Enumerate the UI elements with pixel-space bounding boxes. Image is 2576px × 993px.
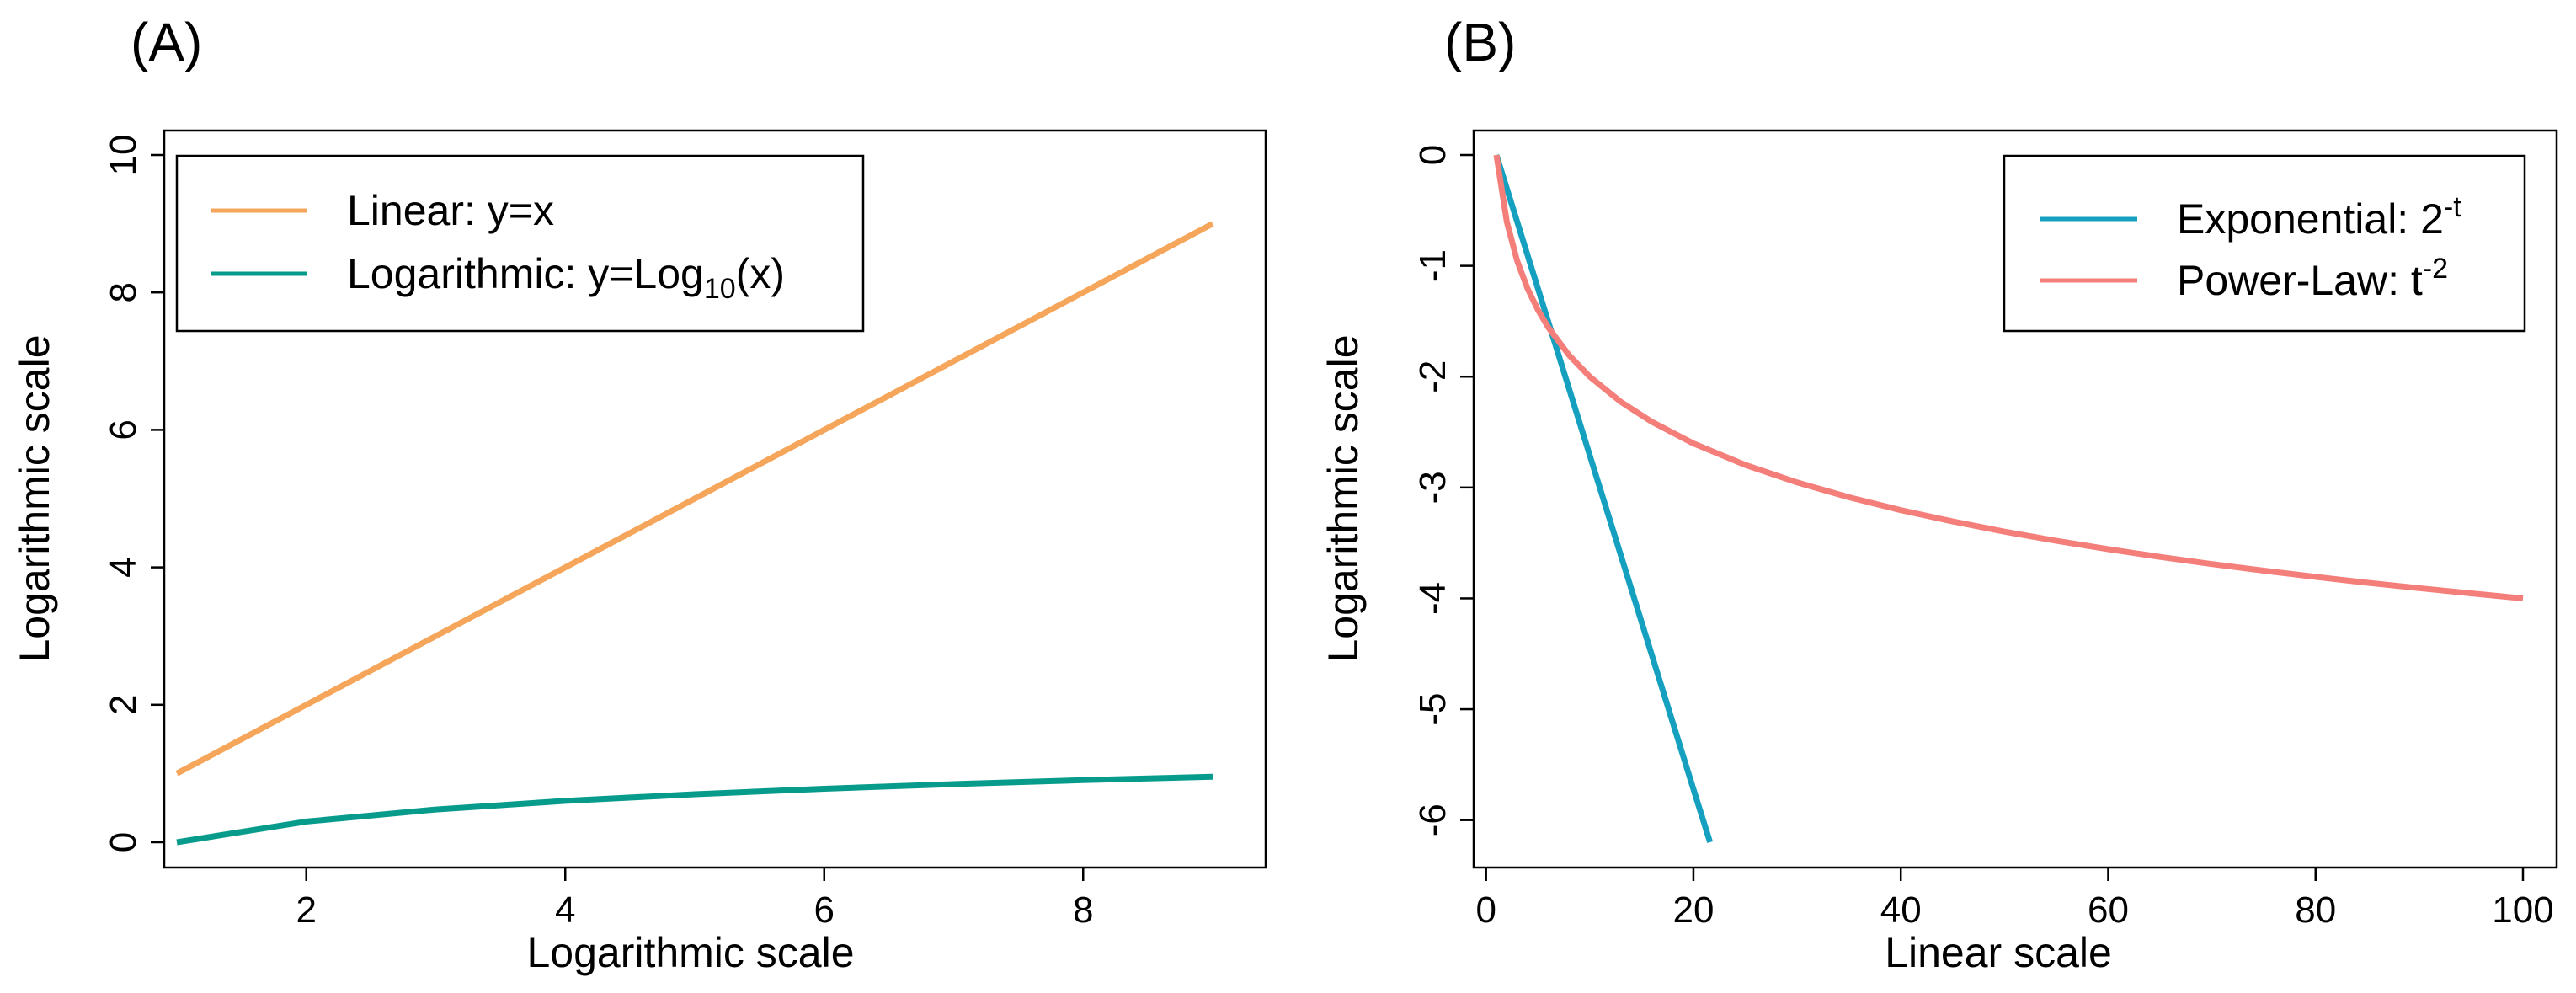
series-line-2 xyxy=(176,773,1213,846)
y-tick-label: 10 xyxy=(103,135,144,176)
x-tick-label: 100 xyxy=(2492,889,2553,931)
series-line-1 xyxy=(175,221,1214,777)
series-group xyxy=(175,221,1214,846)
y-tick-label: 0 xyxy=(1412,145,1453,165)
x-tick-label: 0 xyxy=(1475,889,1496,931)
plot-frame xyxy=(163,129,1267,869)
legend-entry: Exponential: 2-t xyxy=(2177,191,2461,243)
panel-label-a: (A) xyxy=(131,12,203,72)
plot-frame xyxy=(1472,129,2558,869)
panel-label-b: (B) xyxy=(1444,12,1517,72)
y-tick-label: -3 xyxy=(1412,471,1453,504)
x-tick-label: 20 xyxy=(1672,889,1714,931)
y-tick-label: 0 xyxy=(103,832,144,852)
y-tick-label: -5 xyxy=(1412,693,1453,726)
x-tick-label: 80 xyxy=(2295,889,2336,931)
x-tick-label: 8 xyxy=(1073,889,1093,931)
y-tick-label: 8 xyxy=(103,282,144,302)
legend-entry: Linear: y=x xyxy=(347,187,554,234)
x-tick-label: 4 xyxy=(555,889,575,931)
y-tick-label: 4 xyxy=(103,557,144,577)
chart-panel-a: 2 4 6 8 0 2 4 6 8 10 Logarithmic scale Logarithmic … xyxy=(11,129,1267,976)
x-axis-label: Logarithmic scale xyxy=(526,929,854,976)
y-tick-label: 6 xyxy=(103,419,144,440)
x-tick-label: 2 xyxy=(296,889,317,931)
x-tick-label: 6 xyxy=(814,889,835,931)
legend-box xyxy=(2003,154,2526,333)
y-tick-label: 2 xyxy=(103,695,144,715)
legend-entry: Logarithmic: y=Log10(x) xyxy=(347,250,785,305)
legend-entry: Power-Law: t-2 xyxy=(2177,253,2448,304)
series-group xyxy=(1493,153,2524,844)
legend: Exponential: 2-t Power-Law: t-2 xyxy=(2003,154,2526,333)
chart-panel-b: 0 20 40 60 80 100 0 -1 -2 -3 -4 -5 -6 Linear scale Log… xyxy=(1320,129,2558,976)
series-line-2 xyxy=(1493,154,2524,601)
y-tick-label: -4 xyxy=(1412,582,1453,615)
x-tick-label: 40 xyxy=(1880,889,1922,931)
legend: Linear: y=x Logarithmic: y=Log10(x) xyxy=(175,154,865,333)
y-tick-label: -1 xyxy=(1412,249,1453,282)
x-axis-label: Linear scale xyxy=(1885,929,2112,976)
y-tick-label: -2 xyxy=(1412,360,1453,393)
series-line-1 xyxy=(1493,153,1714,844)
x-tick-label: 60 xyxy=(2088,889,2129,931)
legend-box xyxy=(175,154,865,333)
y-tick-label: -6 xyxy=(1412,803,1453,836)
y-axis-label: Logarithmic scale xyxy=(11,334,58,662)
y-axis-label: Logarithmic scale xyxy=(1320,334,1367,662)
